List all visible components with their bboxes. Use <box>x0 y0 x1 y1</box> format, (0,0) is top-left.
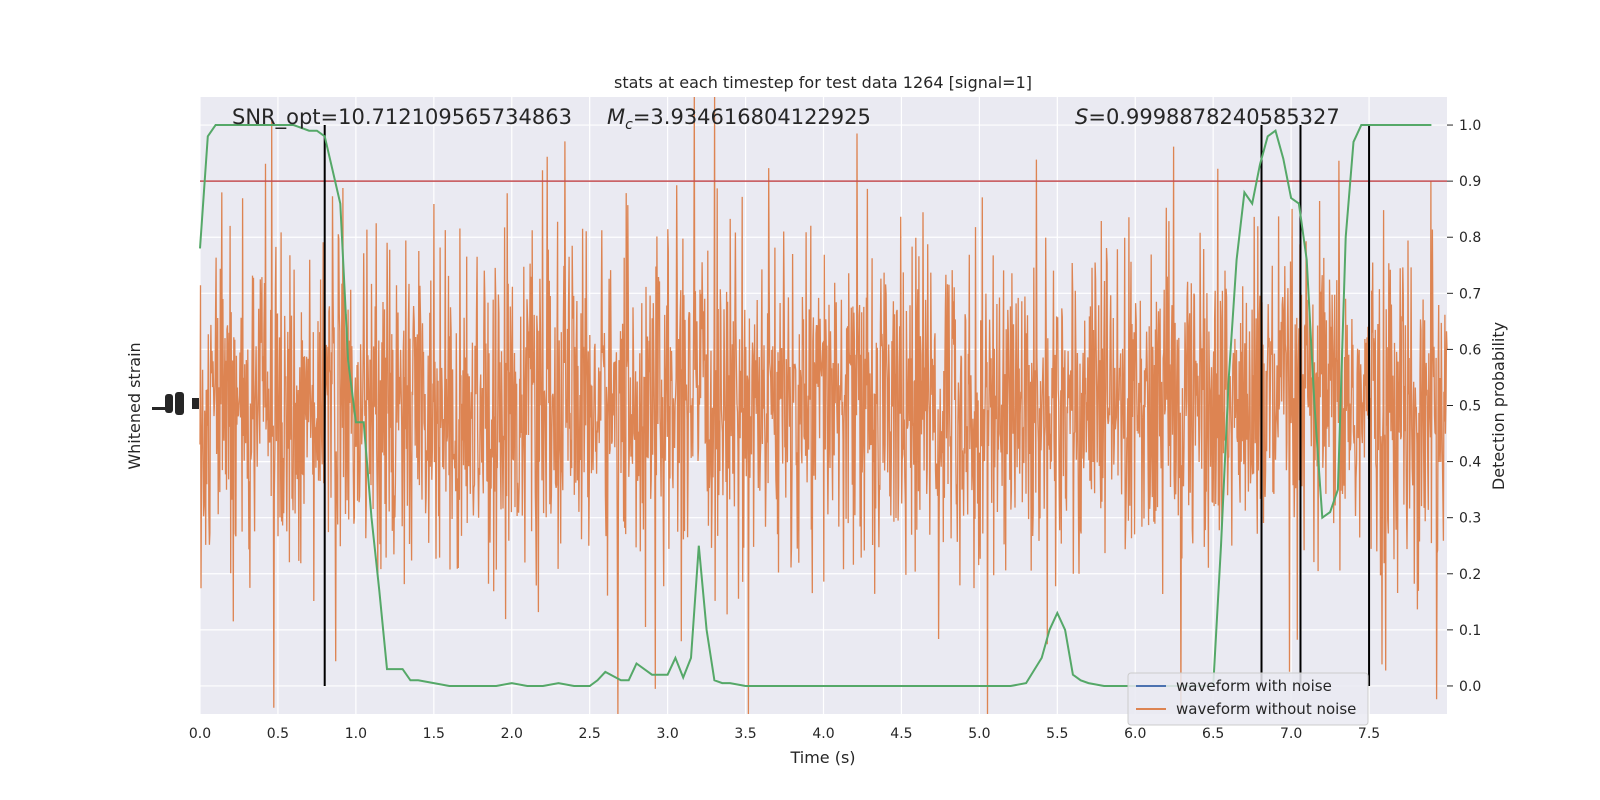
y-tick-label: 0.8 <box>1459 230 1481 246</box>
left-tick-mark <box>152 407 168 410</box>
y-tick-label: 0.2 <box>1459 567 1481 583</box>
x-tick-label: 4.5 <box>890 726 912 742</box>
x-axis-ticks: 0.0 0.5 1.0 1.5 2.0 2.5 3.0 3.5 4.0 4.5 5.0 5.5 6.0 6… <box>189 726 1380 742</box>
x-tick-label: 0.5 <box>267 726 289 742</box>
x-axis-label: Time (s) <box>789 748 855 767</box>
left-axis-collapsed-ticks <box>152 392 199 415</box>
detection-probability-line <box>199 124 1432 687</box>
x-tick-label: 7.5 <box>1358 726 1380 742</box>
strain-path <box>199 96 1448 715</box>
s-annotation: S=0.9998878240585327 <box>1075 105 1340 129</box>
x-tick-label: 6.5 <box>1202 726 1224 742</box>
x-tick-label: 2.5 <box>579 726 601 742</box>
y-tick-label: 0.3 <box>1459 511 1481 527</box>
chirp-mass-value: =3.934616804122925 <box>633 105 871 129</box>
x-tick-label: 0.0 <box>189 726 211 742</box>
y-right-axis-ticks: 0.0 0.1 0.2 0.3 0.4 0.5 0.6 0.7 0.8 0.9 1.0 <box>1447 118 1481 695</box>
legend-label-noise: waveform with noise <box>1176 677 1332 695</box>
x-tick-label: 2.0 <box>501 726 523 742</box>
y-right-axis-label: Detection probability <box>1489 322 1508 490</box>
legend: waveform with noise waveform without noi… <box>1127 672 1369 726</box>
x-tick-label: 7.0 <box>1280 726 1302 742</box>
chirp-mass-subscript: c <box>625 117 633 133</box>
x-tick-label: 6.0 <box>1124 726 1146 742</box>
x-tick-label: 4.0 <box>812 726 834 742</box>
chirp-mass-annotation: Mc=3.934616804122925 <box>607 105 871 133</box>
y-tick-label: 1.0 <box>1459 118 1481 134</box>
s-value: =0.9998878240585327 <box>1088 105 1339 129</box>
legend-box <box>1127 672 1369 726</box>
x-tick-label: 1.5 <box>423 726 445 742</box>
left-tick-mark <box>165 394 173 413</box>
y-tick-label: 0.6 <box>1459 342 1481 358</box>
y-left-axis-label: Whitened strain <box>125 342 144 469</box>
vertical-marker-lines <box>323 125 1371 686</box>
x-tick-label: 3.5 <box>734 726 756 742</box>
y-tick-label: 0.4 <box>1459 455 1481 471</box>
left-tick-mark <box>175 392 184 415</box>
y-tick-label: 0.0 <box>1459 679 1481 695</box>
x-tick-label: 3.0 <box>656 726 678 742</box>
y-tick-label: 0.9 <box>1459 174 1481 190</box>
left-tick-mark <box>192 398 199 409</box>
legend-label-no-noise: waveform without noise <box>1176 700 1356 718</box>
strain-trace <box>199 96 1448 715</box>
x-tick-label: 5.0 <box>968 726 990 742</box>
snr-annotation: SNR_opt=10.712109565734863 <box>232 105 572 130</box>
y-tick-label: 0.5 <box>1459 399 1481 415</box>
y-tick-label: 0.7 <box>1459 286 1481 302</box>
x-tick-label: 1.0 <box>345 726 367 742</box>
x-tick-label: 5.5 <box>1046 726 1068 742</box>
chart-title: stats at each timestep for test data 126… <box>614 73 1032 92</box>
s-symbol: S <box>1075 105 1088 129</box>
chirp-mass-symbol: M <box>607 105 625 129</box>
y-tick-label: 0.1 <box>1459 623 1481 639</box>
